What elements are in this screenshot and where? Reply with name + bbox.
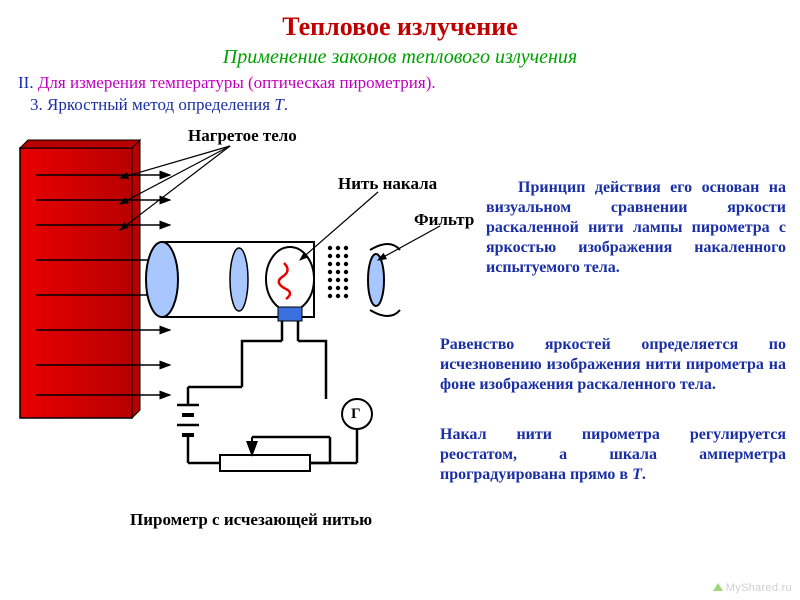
- pyrometer-diagram: [0, 0, 800, 600]
- watermark-text: MyShared.ru: [726, 582, 792, 594]
- label-filtr: Фильтр: [414, 210, 474, 230]
- label-galvanometer: Г: [351, 406, 361, 423]
- watermark: MyShared.ru: [713, 582, 792, 594]
- label-nit-nakala: Нить накала: [338, 174, 437, 194]
- paragraph-2: Равенство яркостей определяется по исчез…: [440, 335, 786, 395]
- label-pirometr: Пирометр с исчезающей нитью: [130, 510, 372, 530]
- paragraph-1: Принцип действия его основан на визуальн…: [486, 178, 786, 278]
- paragraph-3: Накал нити пирометра регулируется реоста…: [440, 425, 786, 485]
- watermark-icon: [713, 583, 723, 591]
- label-nagretoe-telo: Нагретое тело: [188, 126, 297, 146]
